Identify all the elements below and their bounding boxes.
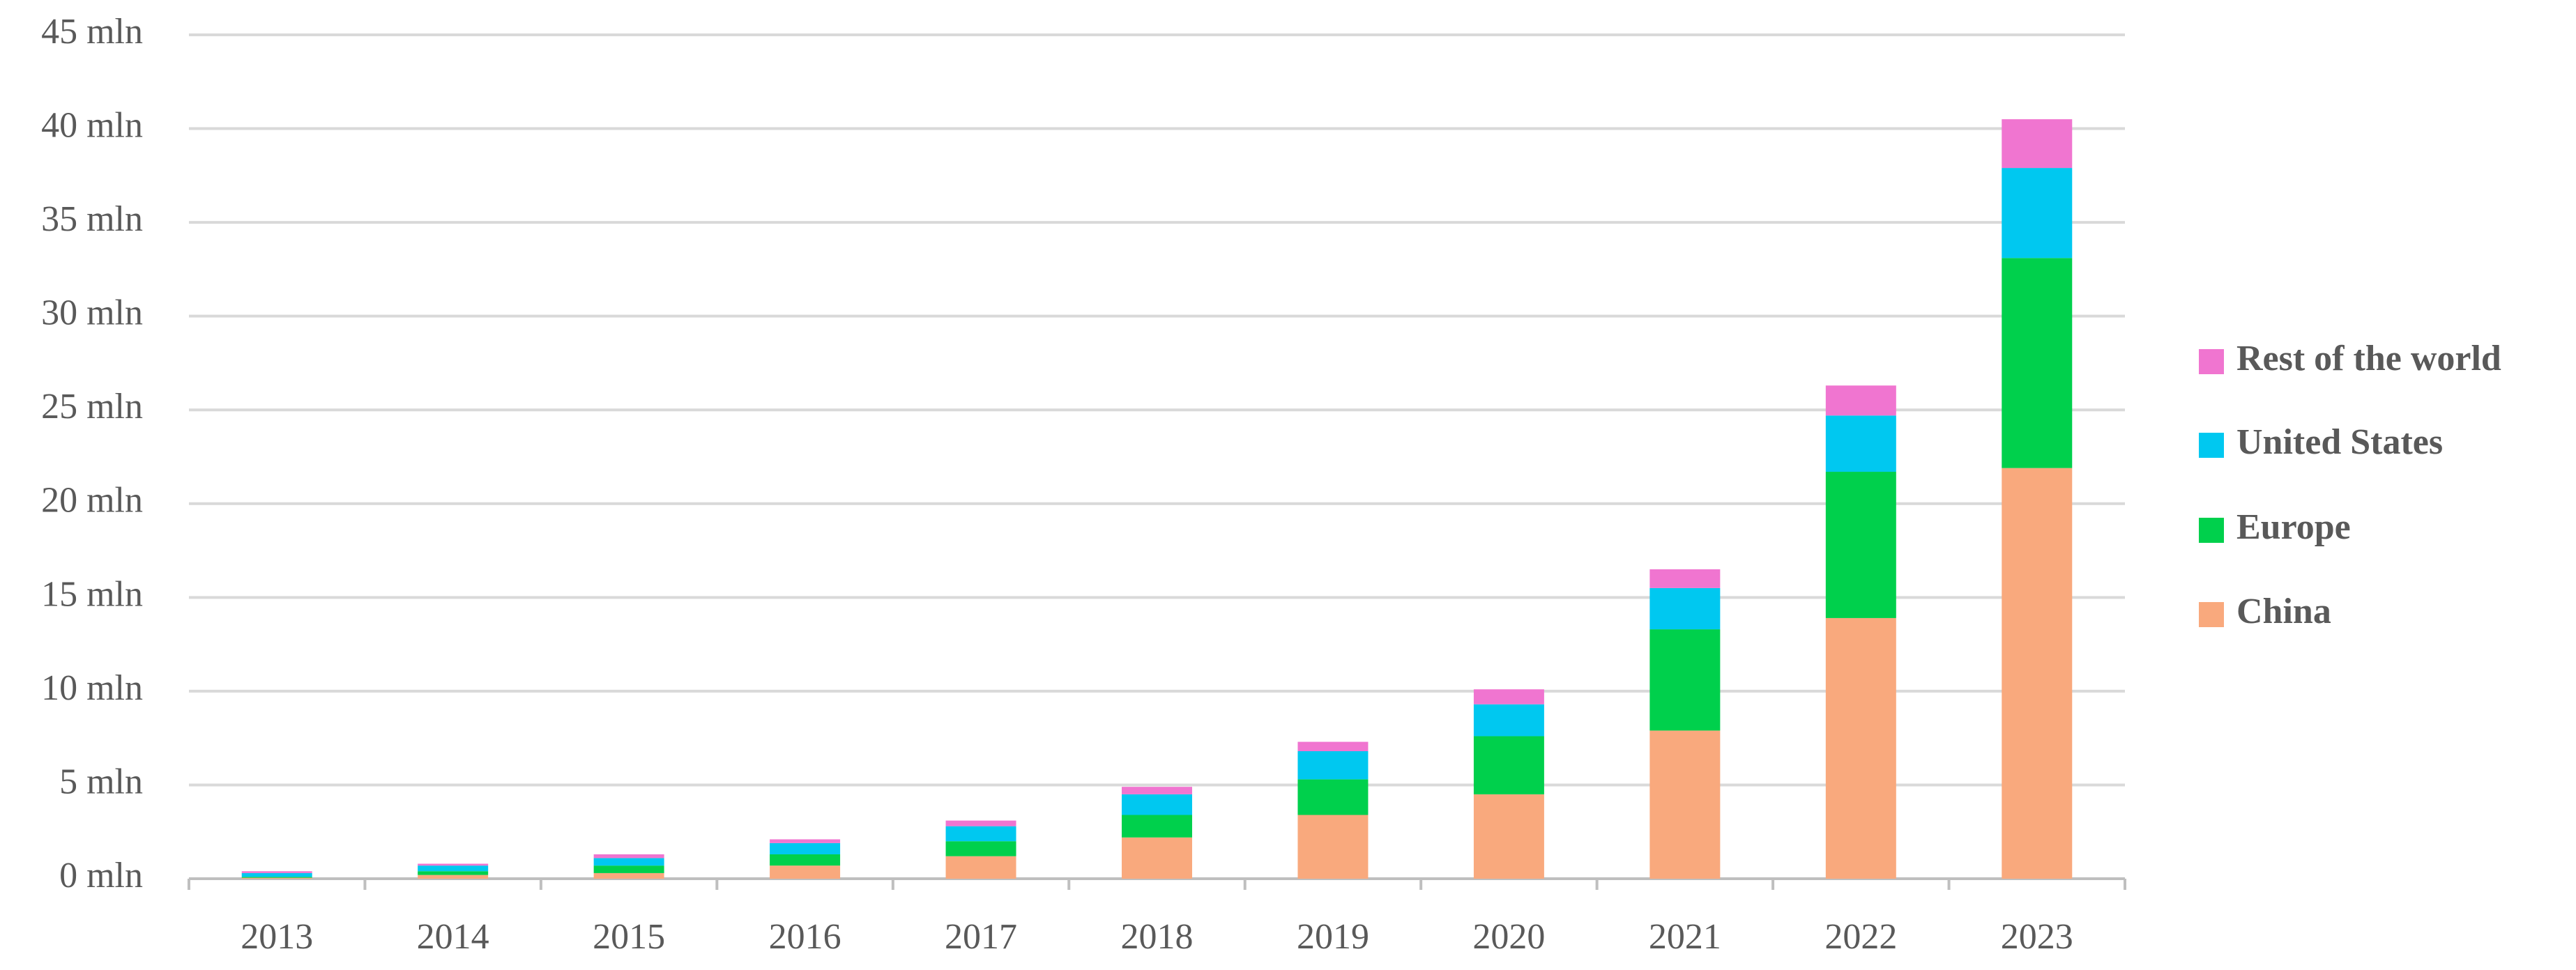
x-tick-label: 2017 [945, 917, 1017, 957]
y-tick-label: 0 mln [59, 856, 143, 895]
x-tick-label: 2023 [2001, 917, 2073, 957]
bar-segment [945, 826, 1016, 842]
bar-segment [945, 820, 1016, 826]
bar-segment [1122, 815, 1192, 838]
x-tick-label: 2015 [593, 917, 665, 957]
bar-segment [418, 871, 489, 875]
bar-segment [593, 854, 664, 859]
bar-segment [1649, 730, 1721, 879]
x-tick-label: 2013 [241, 917, 313, 957]
bar-segment [945, 841, 1016, 856]
y-tick-label: 15 mln [41, 574, 143, 614]
bar-segment [593, 865, 664, 873]
bar-segment [945, 856, 1016, 879]
y-tick-label: 40 mln [41, 105, 143, 145]
bar-segment [1122, 794, 1192, 815]
x-tick-label: 2021 [1649, 917, 1721, 957]
bar-segment [1122, 787, 1192, 794]
legend-label: Rest of the world [2236, 339, 2501, 378]
bar-segment [1825, 617, 1896, 879]
bar-segment [241, 872, 312, 877]
y-tick-label: 35 mln [41, 199, 143, 239]
x-tick-label: 2018 [1121, 917, 1194, 957]
bar-segment [1297, 751, 1369, 780]
x-tick-label: 2020 [1472, 917, 1545, 957]
bar-segment [241, 877, 312, 879]
y-tick-label: 30 mln [41, 293, 143, 333]
bar-segment [418, 863, 489, 866]
bar-segment [1297, 741, 1369, 752]
bar-segment [1122, 837, 1192, 879]
bar-segment [418, 875, 489, 879]
bar-segment [1297, 815, 1369, 879]
legend-swatch [2199, 602, 2224, 627]
bar-segment [1297, 779, 1369, 815]
x-tick-label: 2016 [769, 917, 841, 957]
legend-swatch [2199, 518, 2224, 543]
bar-segment [1825, 385, 1896, 416]
y-tick-label: 25 mln [41, 387, 143, 426]
legend-swatch [2199, 349, 2224, 374]
bar-segment [2002, 168, 2073, 259]
legend-label: Europe [2236, 507, 2351, 547]
y-tick-label: 45 mln [41, 12, 143, 52]
y-tick-label: 10 mln [41, 668, 143, 708]
legend-label: China [2236, 592, 2331, 631]
y-tick-label: 20 mln [41, 481, 143, 521]
bar-segment [1473, 689, 1544, 705]
bar-segment [1473, 704, 1544, 737]
bar-segment [593, 858, 664, 866]
bar-segment [593, 872, 664, 879]
bar-segment [1473, 794, 1544, 879]
bar-segment [2002, 258, 2073, 468]
x-tick-label: 2014 [417, 917, 489, 957]
bar-segment [1825, 472, 1896, 618]
bar-segment [1473, 736, 1544, 794]
bar-segment [418, 865, 489, 872]
bar-segment [1649, 569, 1721, 588]
legend-swatch [2199, 433, 2224, 458]
x-tick-label: 2022 [1824, 917, 1897, 957]
y-tick-label: 5 mln [59, 762, 143, 801]
legend-label: United States [2236, 422, 2443, 462]
bar-segment [1825, 415, 1896, 472]
bar-segment [1649, 629, 1721, 731]
bar-segment [770, 865, 841, 879]
bar-segment [241, 871, 312, 873]
x-tick-label: 2019 [1297, 917, 1369, 957]
bar-segment [770, 854, 841, 866]
bar-segment [770, 842, 841, 855]
bar-segment [2002, 468, 2073, 879]
bar-segment [2002, 119, 2073, 169]
bar-segment [1649, 587, 1721, 630]
bar-segment [770, 839, 841, 843]
